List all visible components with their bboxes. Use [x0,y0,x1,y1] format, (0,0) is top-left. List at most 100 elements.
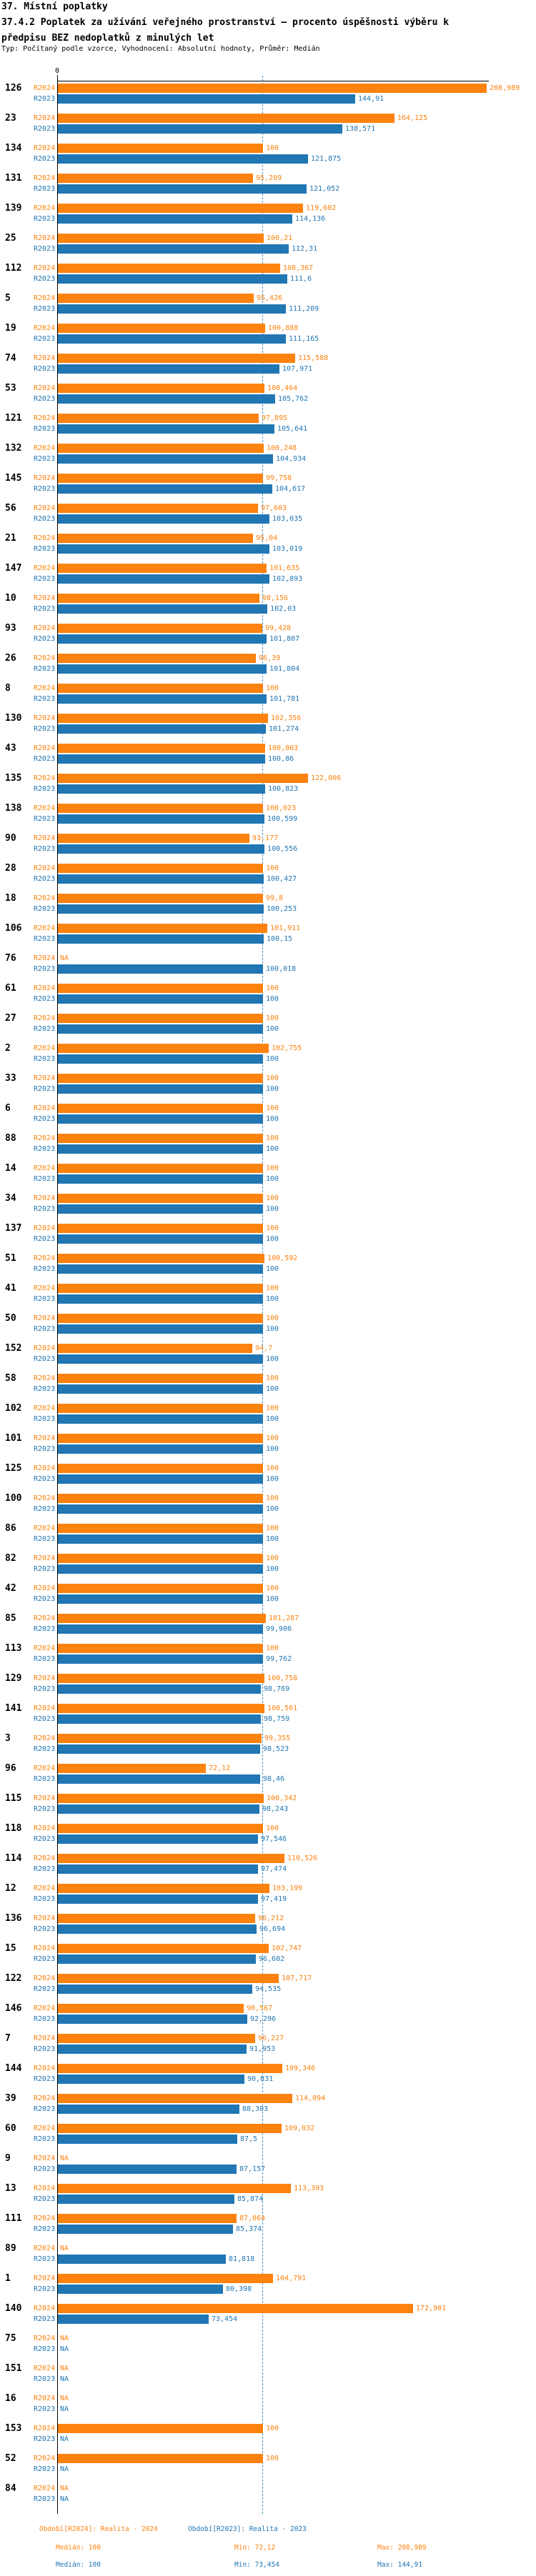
value-label-r2024: 95,209 [256,174,282,182]
series-label-r2024: R2024 [34,414,56,422]
group-label: 23 [5,113,16,124]
group-label: 114 [5,1853,22,1864]
group-label: 39 [5,2093,16,2104]
value-label-r2023: 99,906 [266,1625,292,1633]
series-label-r2024: R2024 [34,894,56,902]
value-label-r2023: 98,523 [263,1745,289,1753]
bar-r2024 [58,294,254,303]
value-label-r2023: 87,5 [240,2135,258,2143]
group-label: 9 [5,2153,11,2164]
series-label-r2024: R2024 [34,1674,56,1682]
bar-r2023 [58,934,264,944]
bar-r2023 [58,154,308,164]
value-label-r2024: 96,227 [258,2035,284,2042]
group-label: 51 [5,1253,16,1264]
group-label: 118 [5,1823,22,1834]
bar-r2023 [58,1324,263,1334]
series-label-r2024: R2024 [34,2485,56,2492]
bar-r2024 [58,1284,263,1293]
bar-r2024 [58,1794,264,1803]
bar-r2024 [58,1614,266,1623]
series-label-r2023: R2023 [34,1295,56,1303]
bar-r2024 [58,1134,263,1143]
series-label-r2024: R2024 [34,1884,56,1892]
value-label-r2024: 100 [266,1494,279,1502]
bar-r2023 [58,1955,256,1964]
group-label: 56 [5,503,16,514]
bar-r2024 [58,1974,279,1983]
series-label-r2024: R2024 [34,234,56,242]
group-label: 132 [5,443,22,454]
series-label-r2023: R2023 [34,1865,56,1873]
bar-r2023 [58,274,287,284]
bar-r2023 [58,1594,263,1604]
value-label-r2023: 121,875 [311,155,342,163]
group-label: 147 [5,563,22,574]
series-label-r2024: R2024 [34,714,56,722]
series-label-r2023: R2023 [34,2495,56,2503]
series-label-r2024: R2024 [34,1764,56,1772]
bar-r2023 [58,484,272,494]
bar-r2023 [58,424,274,434]
series-label-r2024: R2024 [34,1854,56,1862]
value-label-r2023: 98,243 [262,1805,289,1813]
value-label-r2024: 100 [266,144,279,152]
value-label-r2024: 100 [266,1434,279,1442]
series-label-r2024: R2024 [34,1404,56,1412]
series-label-r2024: R2024 [34,174,56,182]
group-label: 129 [5,1673,22,1684]
value-label-r2024: 104,791 [276,2275,307,2282]
series-label-r2023: R2023 [34,1535,56,1543]
value-label-r2023: 98,769 [264,1685,290,1693]
group-label: 93 [5,623,16,634]
series-label-r2024: R2024 [34,1584,56,1592]
value-label-r2024: 72,12 [209,1764,231,1772]
bar-r2024 [58,2184,291,2193]
value-label-r2024: 100,758 [267,1674,298,1682]
bar-r2023 [58,2225,233,2234]
series-label-r2024: R2024 [34,804,56,812]
group-label: 3 [5,1733,11,1744]
bar-r2023 [58,1924,257,1934]
series-label-r2023: R2023 [34,2435,56,2443]
series-label-r2023: R2023 [34,2255,56,2263]
series-label-r2023: R2023 [34,1685,56,1693]
value-label-r2023: 99,762 [266,1655,292,1663]
bar-r2024 [58,324,265,333]
chart-title-line1: 37. Místní poplatky [1,1,108,12]
value-label-r2024: 100 [266,1554,279,1562]
group-label: 151 [5,2363,22,2374]
value-label-r2023: NA [60,2435,69,2443]
bar-r2024 [58,144,263,153]
group-label: 102 [5,1403,22,1414]
series-label-r2024: R2024 [34,2305,56,2312]
value-label-r2024: 100,561 [267,1704,298,1712]
bar-r2024 [58,594,259,603]
bar-r2023 [58,1864,258,1874]
value-label-r2023: 73,454 [212,2315,238,2323]
bar-r2024 [58,1104,263,1113]
group-label: 25 [5,233,16,244]
series-label-r2023: R2023 [34,2195,56,2203]
bar-r2023 [58,94,355,104]
series-label-r2024: R2024 [34,2185,56,2192]
series-label-r2023: R2023 [34,815,56,823]
series-label-r2024: R2024 [34,444,56,452]
series-label-r2023: R2023 [34,1475,56,1483]
value-label-r2023: 103,019 [272,545,303,553]
bar-r2024 [58,564,267,573]
group-label: 121 [5,413,22,424]
series-label-r2024: R2024 [34,264,56,272]
bar-r2024 [58,1944,269,1953]
series-label-r2023: R2023 [34,425,56,433]
value-label-r2023: 105,641 [277,425,308,433]
value-label-r2023: 100 [266,1475,279,1483]
series-label-r2023: R2023 [34,695,56,703]
series-label-r2024: R2024 [34,1734,56,1742]
value-label-r2023: 98,46 [263,1775,285,1783]
series-label-r2024: R2024 [34,2095,56,2102]
value-label-r2024: 110,526 [287,1854,318,1862]
value-label-r2024: 100 [266,1164,279,1172]
series-label-r2024: R2024 [34,2035,56,2042]
